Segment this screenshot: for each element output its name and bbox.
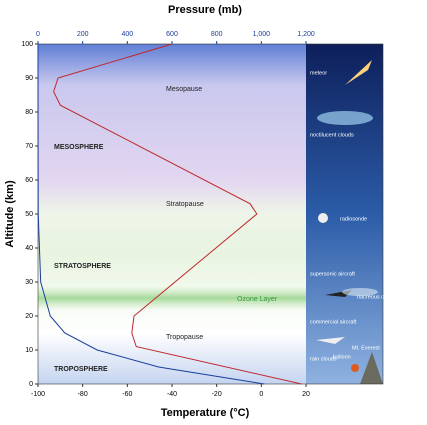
panel-label: balloon	[333, 354, 351, 360]
radiosonde-icon	[318, 213, 328, 223]
x2-tick-label: 600	[166, 31, 178, 38]
x-tick-label: -40	[167, 391, 177, 398]
annotation: Ozone Layer	[237, 296, 278, 303]
y-axis-title: Altitude (km)	[4, 180, 16, 248]
x-tick-label: -20	[212, 391, 222, 398]
annotation: Tropopause	[166, 334, 203, 341]
annotation: Stratopause	[166, 201, 204, 208]
y-tick-label: 10	[25, 347, 33, 354]
top-axis-title: Pressure (mb)	[168, 4, 242, 16]
annotation: STRATOSPHERE	[54, 263, 111, 270]
y-tick-label: 30	[25, 279, 33, 286]
panel-label: radiosonde	[340, 216, 367, 222]
x2-tick-label: 400	[121, 31, 133, 38]
cloud-icon	[317, 111, 373, 125]
ozone-band	[38, 286, 306, 310]
line-series	[53, 43, 302, 385]
panel-label: rain clouds	[310, 356, 337, 362]
aircraft-icon	[316, 337, 345, 344]
y-tick-label: 20	[25, 313, 33, 320]
x-tick-label: 20	[302, 391, 310, 398]
panel-label: Mt. Everest	[352, 345, 380, 351]
y-tick-label: 100	[21, 41, 33, 48]
annotation: Mesopause	[166, 86, 202, 93]
annotation: TROPOSPHERE	[54, 366, 108, 373]
x-tick-label: -60	[122, 391, 132, 398]
panel-label: meteor	[310, 70, 327, 76]
cloud-icon	[342, 288, 378, 296]
plot-background	[38, 44, 306, 384]
x2-tick-label: 200	[77, 31, 89, 38]
balloon-icon	[351, 364, 359, 372]
y-tick-label: 0	[29, 381, 33, 388]
annotation: MESOSPHERE	[54, 144, 104, 151]
x-axis-title: Temperature (°C)	[161, 407, 250, 419]
x2-tick-label: 1,200	[297, 31, 315, 38]
panel-label: supersonic aircraft	[310, 271, 355, 277]
x2-tick-label: 800	[211, 31, 223, 38]
x-tick-label: 0	[259, 391, 263, 398]
line-series	[37, 43, 265, 385]
x-tick-label: -100	[31, 391, 45, 398]
mountain-icon	[360, 352, 383, 384]
meteor-icon	[345, 60, 372, 85]
panel-label: nacreous clouds	[357, 294, 397, 300]
y-tick-label: 70	[25, 143, 33, 150]
x2-tick-label: 0	[36, 31, 40, 38]
y-tick-label: 90	[25, 75, 33, 82]
y-tick-label: 80	[25, 109, 33, 116]
x-tick-label: -80	[78, 391, 88, 398]
y-tick-label: 40	[25, 245, 33, 252]
y-tick-label: 60	[25, 177, 33, 184]
x2-tick-label: 1,000	[253, 31, 271, 38]
panel-label: commercial aircraft	[310, 319, 357, 325]
panel-label: noctilucent clouds	[310, 132, 354, 138]
y-tick-label: 50	[25, 211, 33, 218]
side-panel	[306, 44, 383, 384]
